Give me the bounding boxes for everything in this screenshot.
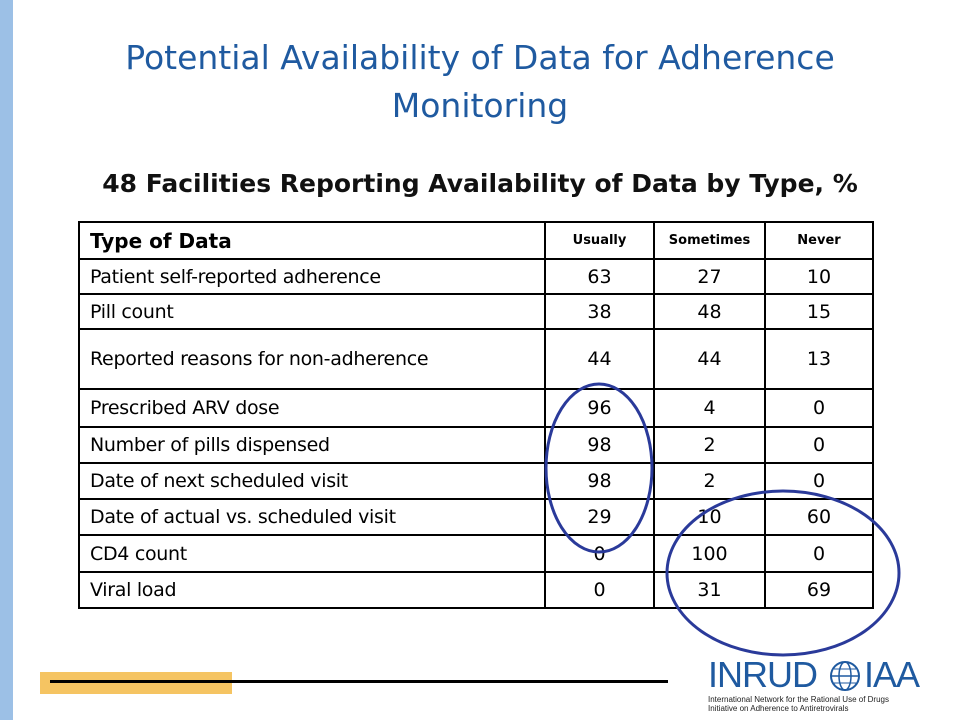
cell-sometimes: 48	[653, 293, 766, 330]
cell-sometimes: 44	[653, 328, 766, 390]
cell-never: 0	[764, 462, 874, 500]
cell-usually: 29	[544, 498, 655, 536]
cell-never: 10	[764, 258, 874, 295]
cell-usually: 44	[544, 328, 655, 390]
footer-accent-bar	[40, 672, 232, 694]
cell-usually: 98	[544, 426, 655, 464]
cell-sometimes: 31	[653, 571, 766, 609]
slide-title: Potential Availability of Data for Adher…	[125, 38, 835, 125]
row-label: Reported reasons for non-adherence	[78, 328, 546, 390]
cell-never: 0	[764, 388, 874, 428]
cell-never: 0	[764, 426, 874, 464]
left-accent-bar	[0, 0, 13, 720]
cell-usually: 38	[544, 293, 655, 330]
cell-sometimes: 27	[653, 258, 766, 295]
cell-sometimes: 4	[653, 388, 766, 428]
logo-text-iaa: IAA	[864, 654, 920, 695]
table-row: Viral load 0 31 69	[78, 571, 874, 609]
table-row: Date of actual vs. scheduled visit 29 10…	[78, 498, 874, 536]
header-type-of-data: Type of Data	[78, 221, 546, 260]
table-row: Pill count 38 48 15	[78, 293, 874, 330]
header-usually: Usually	[544, 221, 655, 260]
header-never: Never	[764, 221, 874, 260]
footer-divider	[50, 680, 668, 683]
cell-never: 15	[764, 293, 874, 330]
cell-sometimes: 100	[653, 534, 766, 573]
logo-tagline-1: International Network for the Rational U…	[708, 695, 889, 704]
slide-subtitle: 48 Facilities Reporting Availability of …	[102, 169, 858, 198]
row-label: Prescribed ARV dose	[78, 388, 546, 428]
cell-sometimes: 2	[653, 462, 766, 500]
row-label: Date of next scheduled visit	[78, 462, 546, 500]
cell-never: 69	[764, 571, 874, 609]
cell-usually: 63	[544, 258, 655, 295]
cell-never: 60	[764, 498, 874, 536]
cell-never: 13	[764, 328, 874, 390]
cell-usually: 96	[544, 388, 655, 428]
table-row: Prescribed ARV dose 96 4 0	[78, 388, 874, 428]
cell-usually: 0	[544, 571, 655, 609]
row-label: Number of pills dispensed	[78, 426, 546, 464]
row-label: Pill count	[78, 293, 546, 330]
globe-icon	[830, 661, 860, 691]
row-label: Date of actual vs. scheduled visit	[78, 498, 546, 536]
logo-tagline-2: Initiative on Adherence to Antiretrovira…	[708, 704, 849, 713]
row-label: CD4 count	[78, 534, 546, 573]
inrud-iaa-logo: INRUD IAA International Network for the …	[704, 655, 934, 715]
table-row: Date of next scheduled visit 98 2 0	[78, 462, 874, 500]
table-row: Patient self-reported adherence 63 27 10	[78, 258, 874, 295]
cell-sometimes: 2	[653, 426, 766, 464]
table-header-row: Type of Data Usually Sometimes Never	[78, 221, 874, 260]
row-label: Viral load	[78, 571, 546, 609]
cell-usually: 98	[544, 462, 655, 500]
cell-usually: 0	[544, 534, 655, 573]
table-row: CD4 count 0 100 0	[78, 534, 874, 573]
cell-sometimes: 10	[653, 498, 766, 536]
table-row: Reported reasons for non-adherence 44 44…	[78, 328, 874, 390]
row-label: Patient self-reported adherence	[78, 258, 546, 295]
logo-text-inrud: INRUD	[708, 654, 818, 695]
cell-never: 0	[764, 534, 874, 573]
table-row: Number of pills dispensed 98 2 0	[78, 426, 874, 464]
data-table: Type of Data Usually Sometimes Never Pat…	[78, 221, 874, 609]
header-sometimes: Sometimes	[653, 221, 766, 260]
